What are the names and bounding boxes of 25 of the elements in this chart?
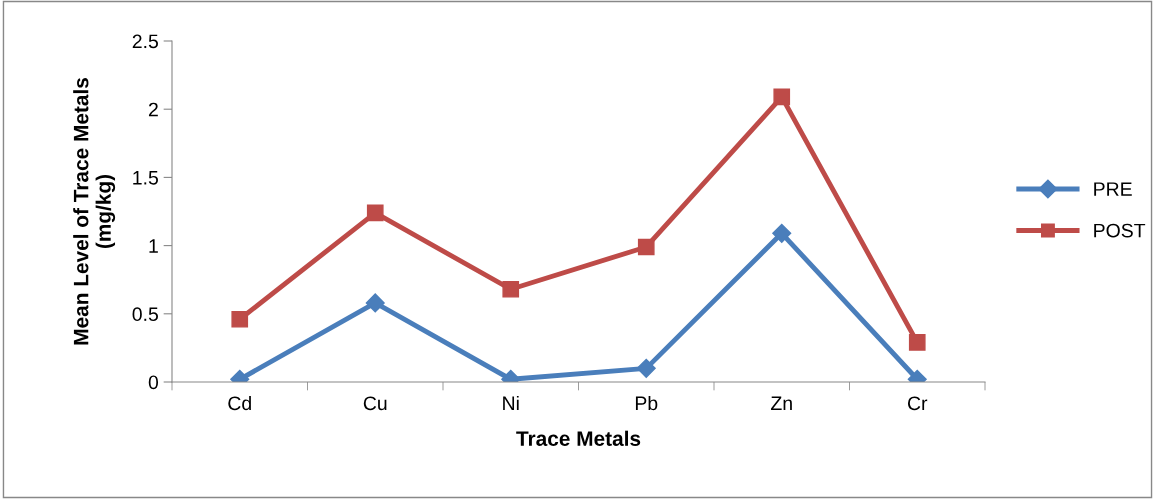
y-tick-label: 2: [148, 102, 158, 117]
x-tick-label: Cr: [907, 396, 928, 411]
legend-label: PRE: [1094, 182, 1132, 196]
point: [366, 204, 384, 222]
point: [773, 88, 791, 106]
point: [365, 293, 385, 313]
x-tick-label: Zn: [771, 396, 792, 410]
x-tick-label: Pb: [635, 395, 658, 411]
point: [502, 280, 520, 298]
y-tick-label: 2.5: [132, 34, 158, 49]
y-tick-label: 1.5: [133, 171, 158, 185]
y-tick-label: 1: [149, 239, 158, 253]
x-tick-label: Ni: [503, 395, 519, 410]
legend-label: POST: [1094, 223, 1146, 238]
y-axis-title: Mean Level of Trace Metals (mg/kg): [73, 78, 116, 345]
x-tick-label: Cu: [363, 396, 387, 411]
point: [231, 310, 249, 328]
x-tick-label: Cd: [228, 395, 251, 411]
point: [637, 238, 655, 256]
point: [636, 358, 656, 378]
point: [908, 334, 926, 351]
y-tick-label: 0: [148, 375, 159, 390]
y-tick-label: 0.5: [132, 307, 158, 322]
point: [772, 223, 792, 243]
x-axis-title: Trace Metals: [516, 430, 641, 446]
